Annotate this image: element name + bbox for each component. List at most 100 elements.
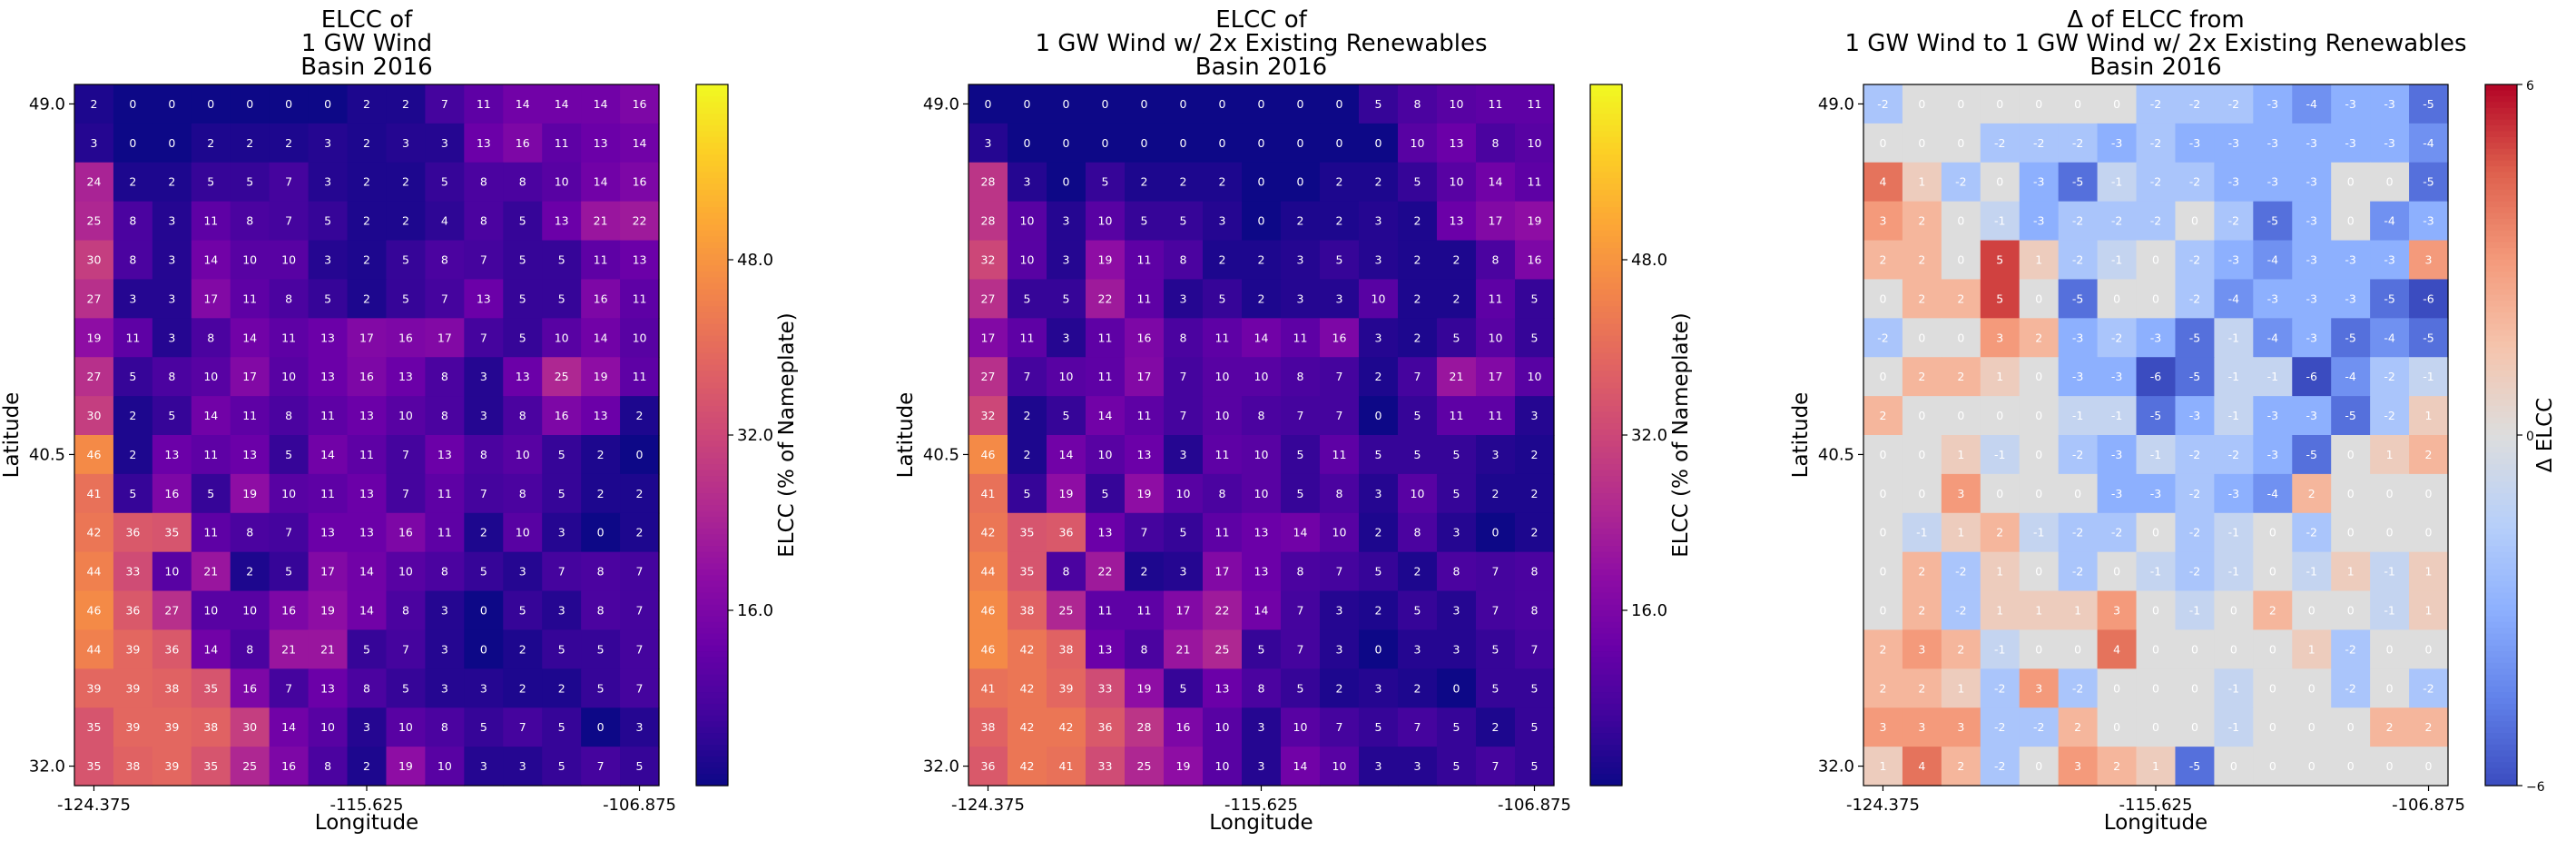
heatmap-cell xyxy=(152,551,192,592)
heatmap-cell xyxy=(113,512,153,553)
heatmap-cell xyxy=(2253,240,2293,281)
heatmap-cell xyxy=(191,201,231,242)
cell-value-label: 10 xyxy=(633,331,647,344)
cell-value-label: 13 xyxy=(320,526,335,539)
heatmap-cell xyxy=(1941,240,1981,281)
cell-value-label: 10 xyxy=(203,370,218,383)
colorbar-segment xyxy=(696,271,728,278)
heatmap-cell xyxy=(1437,279,1477,319)
cell-value-label: 5 xyxy=(597,681,605,695)
cell-value-label: 0 xyxy=(2386,681,2394,695)
heatmap-cell xyxy=(1980,512,2020,553)
cell-value-label: 11 xyxy=(1020,331,1035,344)
cell-value-label: 5 xyxy=(207,487,214,500)
heatmap-cell xyxy=(2097,357,2138,397)
heatmap-cell xyxy=(464,590,504,631)
cell-value-label: 0 xyxy=(1879,136,1886,150)
heatmap-cell xyxy=(968,668,1008,708)
cell-value-label: 13 xyxy=(1098,642,1113,656)
heatmap-cell xyxy=(1941,123,1981,163)
heatmap-cell xyxy=(74,629,114,669)
cell-value-label: 8 xyxy=(285,292,292,305)
cell-value-label: 3 xyxy=(1063,253,1070,267)
cell-value-label: 0 xyxy=(2113,681,2120,695)
cell-value-label: 0 xyxy=(168,136,175,150)
cell-value-label: 4 xyxy=(1879,175,1886,189)
cell-value-label: 5 xyxy=(558,448,565,461)
cell-value-label: 21 xyxy=(203,565,218,579)
cell-value-label: 7 xyxy=(285,681,292,695)
heatmap-cell xyxy=(1281,279,1321,319)
cell-value-label: 8 xyxy=(129,253,136,267)
cell-value-label: -1 xyxy=(1916,526,1927,539)
heatmap-cell xyxy=(1902,747,1942,787)
heatmap-cell xyxy=(1086,201,1126,242)
cell-value-label: 16 xyxy=(1176,720,1191,734)
heatmap-cell xyxy=(230,123,270,163)
cell-value-label: 0 xyxy=(985,97,992,111)
heatmap-cell xyxy=(386,240,426,281)
heatmap-cell xyxy=(1902,590,1942,631)
heatmap-cell xyxy=(1086,747,1126,787)
cell-value-label: -2 xyxy=(2072,136,2083,150)
colorbar-segment xyxy=(696,633,728,640)
cell-value-label: -3 xyxy=(2306,253,2316,267)
cell-value-label: 3 xyxy=(480,681,487,695)
cell-value-label: 2 xyxy=(1918,370,1925,383)
heatmap-cell xyxy=(1980,84,2020,124)
cell-value-label: 5 xyxy=(1531,759,1539,773)
cell-value-label: 13 xyxy=(477,136,491,150)
x-tick-label: -124.375 xyxy=(1846,796,1920,815)
heatmap-cell xyxy=(1863,279,1903,319)
heatmap-cell xyxy=(1086,357,1126,397)
heatmap-cell xyxy=(1437,512,1477,553)
colorbar-segment xyxy=(2485,639,2517,647)
cell-value-label: 7 xyxy=(1141,526,1148,539)
heatmap-cell xyxy=(1359,707,1399,747)
cell-value-label: 42 xyxy=(1059,720,1074,734)
cell-value-label: -2 xyxy=(2423,681,2433,695)
cell-value-label: 3 xyxy=(1297,292,1304,305)
cell-value-label: 3 xyxy=(90,136,97,150)
cell-value-label: -2 xyxy=(2345,681,2355,695)
heatmap-cell xyxy=(1515,668,1555,708)
heatmap-cell xyxy=(1476,435,1516,475)
heatmap-cell xyxy=(2136,201,2177,242)
cell-value-label: -6 xyxy=(2423,292,2434,305)
cell-value-label: -2 xyxy=(2111,331,2122,344)
colorbar-segment xyxy=(2485,569,2517,576)
heatmap-cell xyxy=(1164,84,1204,124)
colorbar-segment xyxy=(696,253,728,261)
heatmap-cell xyxy=(503,473,543,514)
heatmap-cell xyxy=(2292,707,2332,747)
colorbar-segment xyxy=(696,230,728,237)
cell-value-label: 11 xyxy=(1489,97,1503,111)
cell-value-label: 14 xyxy=(594,331,608,344)
heatmap-cell xyxy=(113,279,153,319)
heatmap-cell xyxy=(269,590,310,631)
cell-value-label: 38 xyxy=(981,720,996,734)
cell-value-label: 30 xyxy=(242,720,257,734)
heatmap-cell xyxy=(2019,279,2060,319)
colorbar-segment xyxy=(696,715,728,722)
cell-value-label: 39 xyxy=(164,720,179,734)
heatmap-cell xyxy=(1398,551,1438,592)
colorbar-tick-label: 32.0 xyxy=(1631,426,1667,445)
colorbar-segment xyxy=(2485,224,2517,232)
heatmap-cell xyxy=(2253,396,2293,436)
y-tick-label: 49.0 xyxy=(29,94,65,114)
heatmap-cell xyxy=(2331,629,2371,669)
heatmap-cell xyxy=(1980,747,2020,787)
cell-value-label: 7 xyxy=(1336,409,1343,422)
cell-value-label: 3 xyxy=(129,292,136,305)
cell-value-label: 3 xyxy=(1453,526,1460,539)
cell-value-label: 38 xyxy=(203,720,218,734)
cell-value-label: -3 xyxy=(2306,331,2316,344)
heatmap-cell xyxy=(2175,512,2215,553)
cell-value-label: 2 xyxy=(363,253,370,267)
heatmap-cell xyxy=(1203,629,1243,669)
colorbar-segment xyxy=(2485,172,2517,179)
heatmap-cell xyxy=(308,512,349,553)
heatmap-cell xyxy=(968,318,1008,358)
heatmap-cell xyxy=(2214,357,2254,397)
